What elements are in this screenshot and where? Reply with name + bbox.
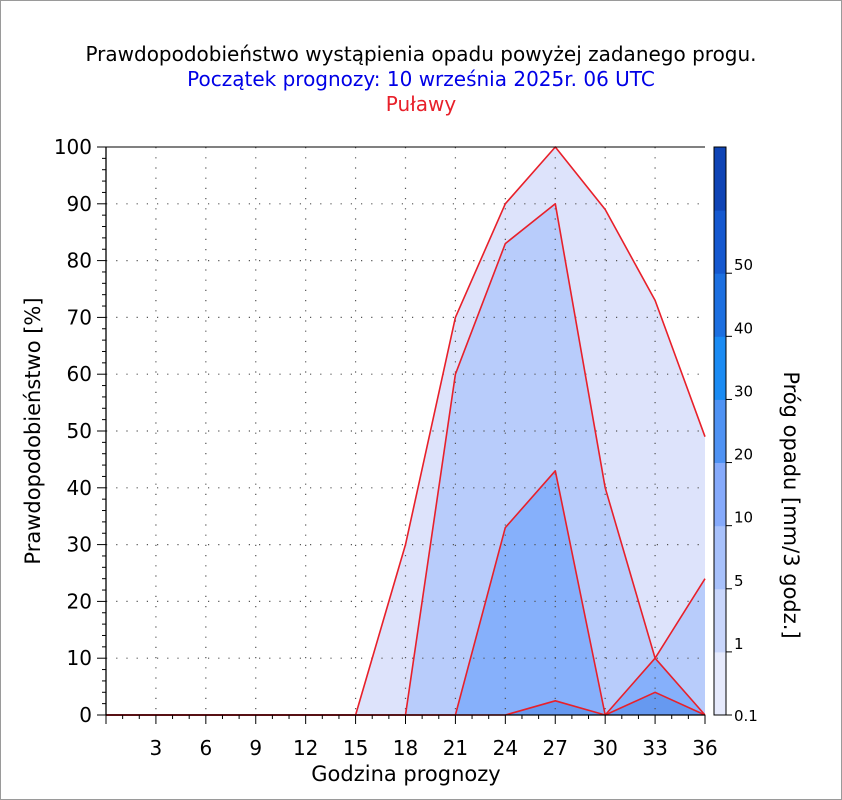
- colorbar-title: Próg opadu [mm/3 godz.]: [779, 371, 803, 638]
- colorbar-tick-label: 40: [734, 319, 753, 337]
- x-tick-label: 21: [443, 736, 468, 760]
- y-tick-label: 100: [54, 135, 92, 159]
- colorbar-segment: [714, 525, 726, 590]
- area-threshold-3: [106, 692, 705, 715]
- x-tick-label: 30: [592, 736, 617, 760]
- y-axis-title: Prawdopodobieństwo [%]: [21, 297, 45, 564]
- colorbar-tick-label: 30: [734, 382, 753, 400]
- x-tick-label: 15: [343, 736, 368, 760]
- colorbar-segment: [714, 651, 726, 716]
- x-tick-label: 6: [199, 736, 212, 760]
- x-tick-label: 36: [692, 736, 717, 760]
- x-tick-label: 24: [493, 736, 518, 760]
- x-tick-label: 33: [642, 736, 667, 760]
- colorbar-segment: [714, 273, 726, 337]
- location-label: Puławy: [385, 92, 457, 116]
- colorbar-segment: [714, 336, 726, 400]
- colorbar: 0.1 1 5 10 20 30 40 50: [713, 146, 758, 725]
- y-tick-label: 10: [67, 646, 92, 670]
- x-tick-label: 27: [543, 736, 568, 760]
- probability-areas: [106, 147, 705, 716]
- x-tick-label: 12: [293, 736, 318, 760]
- y-tick-label: 20: [67, 589, 92, 613]
- chart-title: Prawdopodobieństwo wystąpienia opadu pow…: [85, 42, 757, 66]
- y-tick-label: 60: [67, 362, 92, 386]
- colorbar-tick-label: 10: [734, 509, 753, 527]
- x-axis-title: Godzina prognozy: [311, 762, 500, 786]
- y-tick-label: 30: [67, 533, 92, 557]
- colorbar-segment: [714, 147, 726, 211]
- colorbar-segment: [714, 462, 726, 527]
- area-threshold-2: [106, 470, 705, 715]
- x-tick-label: 9: [249, 736, 262, 760]
- x-tick-label: 18: [393, 736, 418, 760]
- chart-subtitle: Początek prognozy: 10 września 2025r. 06…: [187, 67, 655, 91]
- colorbar-tick-label: 20: [734, 446, 753, 464]
- y-tick-label: 90: [67, 192, 92, 216]
- colorbar-border: [713, 146, 727, 716]
- colorbar-segment: [714, 399, 726, 463]
- colorbar-tick-label: 1: [734, 635, 744, 653]
- colorbar-tick-label: 50: [734, 256, 753, 274]
- colorbar-segment: [714, 588, 726, 653]
- y-tick-label: 50: [67, 419, 92, 443]
- colorbar-segment: [714, 210, 726, 274]
- y-tick-label: 80: [67, 249, 92, 273]
- y-tick-label: 70: [67, 305, 92, 329]
- colorbar-tick-label: 5: [734, 572, 744, 590]
- y-tick-label: 40: [67, 476, 92, 500]
- y-tick-label: 0: [79, 703, 92, 727]
- x-tick-label: 3: [150, 736, 163, 760]
- colorbar-tick-label: 0.1: [734, 707, 758, 725]
